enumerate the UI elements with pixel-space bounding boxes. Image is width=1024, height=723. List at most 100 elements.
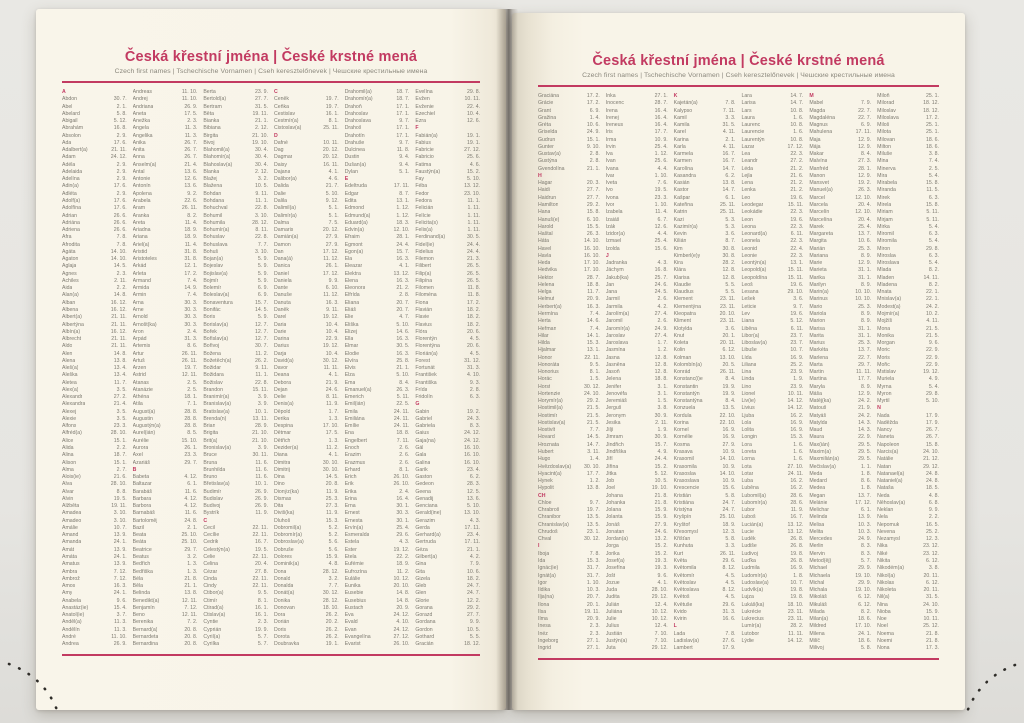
nameday-date: 4. 2. xyxy=(657,303,668,310)
name-entry: Flavius 18. 2. xyxy=(415,322,480,329)
nameday-date: 2. 3. xyxy=(257,619,269,626)
name-entry: Božislav 22. 8. xyxy=(203,380,268,387)
nameday-date: 24. 1. xyxy=(113,539,127,546)
name-entry: Faustýn(a) 15. 2. xyxy=(415,169,480,176)
page-header: Česká křestní jména | České krstné mená … xyxy=(538,53,939,79)
name-label: Daněk xyxy=(274,306,290,313)
name-label: Ctislav(a) xyxy=(203,612,226,619)
nameday-date: 21. 2. xyxy=(396,285,410,292)
name-label: Františka xyxy=(415,379,437,386)
name-label: Gudrun xyxy=(538,136,556,143)
nameday-date: 28. 2. xyxy=(790,623,804,630)
name-label: Jonatan xyxy=(605,528,625,535)
name-entry: Darina 22. 9. xyxy=(274,336,339,343)
nameday-date: 2. 4. xyxy=(399,488,410,495)
name-label: Irenej xyxy=(605,114,619,121)
name-label: Klement xyxy=(673,296,693,303)
nameday-date: 29. 2. xyxy=(586,201,600,208)
name-entry: Julie 10. 12. xyxy=(606,616,668,623)
nameday-date: 16. 4. xyxy=(654,122,668,129)
nameday-date: 19. 12. xyxy=(322,343,339,350)
name-entry: Aneta 17. 5. xyxy=(133,111,198,118)
nameday-date: 12. 7. xyxy=(255,321,269,328)
name-label: Léda xyxy=(741,165,754,172)
nameday-date: 19. 5. xyxy=(654,187,668,194)
nameday-date: 28. 10. xyxy=(651,587,668,594)
name-entry: Aleš(a) 13. 4. xyxy=(62,365,127,372)
name-label: Manuel(a) xyxy=(809,187,833,194)
name-entry: Andrea 26. 9. xyxy=(62,641,127,648)
nameday-date: 28. 9. xyxy=(255,423,269,430)
name-entry: Donát(a) 30. 12. xyxy=(274,590,339,597)
name-label: Igor xyxy=(538,579,547,586)
nameday-date: 4. 1. xyxy=(657,579,668,586)
name-label: Dušan(a) xyxy=(344,161,367,168)
name-entry: Bojislav(a) 5. 9. xyxy=(203,271,268,278)
nameday-date: 10. 9. xyxy=(722,449,736,456)
nameday-date: 16. 3. xyxy=(396,350,410,357)
nameday-date: 3. 10. xyxy=(255,248,269,255)
name-label: Ivan xyxy=(605,158,616,165)
name-entry: Gabriela 8. 3. xyxy=(415,423,480,430)
name-entry: Evženie 22. 4. xyxy=(415,104,480,111)
name-label: Branimír(a) xyxy=(203,394,230,401)
name-entry: Artuš 26. 11. xyxy=(133,358,198,365)
name-label: Johana xyxy=(605,492,623,499)
nameday-date: 6. 2. xyxy=(725,172,736,179)
nameday-date: 7. 12. xyxy=(113,568,127,575)
name-label: Bohuchval xyxy=(203,205,228,212)
nameday-date: 13. 6. xyxy=(467,495,480,502)
nameday-date: 26. 1. xyxy=(325,263,339,270)
name-entry: Mario 25. 3. xyxy=(809,304,871,311)
name-label: Alban xyxy=(62,299,76,306)
name-label: Malvína xyxy=(809,158,828,165)
name-entry: Michala 19. 10. xyxy=(809,587,871,594)
nameday-date: 21. 6. xyxy=(113,474,127,481)
name-label: Bystrík xyxy=(203,510,220,517)
nameday-date: 25. 10. xyxy=(181,532,198,539)
nameday-date: 26. 10. xyxy=(393,641,410,648)
name-label: Alex(a) xyxy=(62,386,79,393)
name-entry: Havel 16. 10. xyxy=(538,246,600,253)
name-label: Kevin xyxy=(673,231,687,238)
name-label: Leandr xyxy=(741,158,758,165)
nameday-date: 4. 2. xyxy=(469,554,480,560)
name-entry: Ariel(a) 11. 4. xyxy=(133,242,198,249)
nameday-date: 14. 9. xyxy=(184,285,198,292)
name-label: Matouš xyxy=(809,405,827,412)
name-label: Juta xyxy=(605,645,616,652)
name-entry: Berenika 7. 2. xyxy=(133,619,198,626)
name-label: Karolína xyxy=(673,165,693,172)
name-label: Kazimír(a) xyxy=(673,223,698,230)
name-entry: Jelena 18. 8. xyxy=(606,376,668,383)
name-label: Marcela xyxy=(809,201,828,208)
name-entry: Karmen 16. 7. xyxy=(674,158,736,165)
name-label: Egmont xyxy=(344,241,363,248)
name-label: Mnata xyxy=(877,289,892,296)
name-entry: Drahoslava 9. 7. xyxy=(345,118,410,125)
nameday-date: 5. 11. xyxy=(396,394,410,401)
name-label: Evženie xyxy=(415,103,434,110)
name-entry: Mona 21. 5. xyxy=(877,326,939,333)
name-entry: Lola 16. 9. xyxy=(741,420,803,427)
nameday-date: 7. 10. xyxy=(654,630,668,637)
nameday-date: 24. 10. xyxy=(923,449,939,456)
name-label: Alžběta xyxy=(62,503,80,510)
name-entry: Dino 20. 8. xyxy=(274,481,339,488)
name-label: Dino xyxy=(274,481,285,488)
name-label: Lina xyxy=(741,369,752,376)
name-entry: Božena 11. 2. xyxy=(203,351,268,358)
nameday-date: 19. 9. xyxy=(722,383,736,390)
nameday-date: 3. 7. xyxy=(116,612,127,619)
name-label: Bazil xyxy=(132,524,144,531)
name-entry: Glorie 12. 2. xyxy=(415,598,480,605)
name-label: Eusebie xyxy=(344,590,364,597)
name-label: Eulálie xyxy=(344,575,361,582)
name-label: Filibert xyxy=(415,263,431,270)
nameday-date: 22. 4. xyxy=(467,103,480,110)
name-entry: Griselda 24. 9. xyxy=(538,129,600,136)
name-label: Alida xyxy=(62,445,74,452)
name-entry: Felície 1. 11. xyxy=(415,213,480,220)
name-label: Izmael xyxy=(605,238,622,245)
nameday-date: 6. 9. xyxy=(257,292,269,299)
